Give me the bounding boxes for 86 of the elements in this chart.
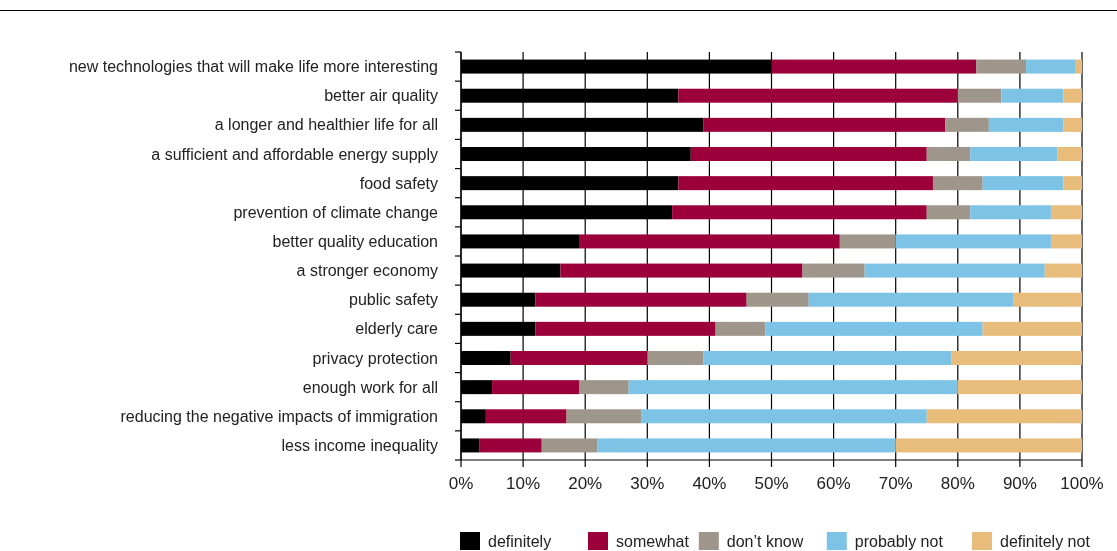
y-tick-label: new technologies that will make life more interesting (68, 58, 438, 76)
bar (1050, 234, 1082, 249)
bar (672, 205, 927, 220)
bar (926, 205, 971, 220)
bar (802, 263, 865, 278)
bar (678, 176, 933, 191)
bar (647, 351, 704, 365)
bar (535, 321, 716, 336)
y-tick-label: food safety (359, 174, 438, 192)
bar (982, 176, 1064, 191)
y-tick-label: public safety (349, 291, 438, 309)
x-tick-label: 60% (816, 474, 851, 493)
bar (492, 380, 579, 395)
bar (957, 88, 1002, 103)
bar (597, 438, 896, 453)
x-tick-label: 80% (940, 474, 975, 493)
bar (951, 351, 1082, 365)
y-tick-label: a longer and healthier life for all (214, 116, 438, 134)
x-tick-label: 90% (1002, 474, 1037, 493)
y-tick-label: enough work for all (302, 378, 438, 396)
bar (945, 117, 989, 132)
bar (566, 409, 642, 424)
bar (771, 59, 977, 74)
bar (541, 438, 598, 453)
bar (560, 263, 803, 278)
bar (839, 234, 896, 249)
bar (864, 263, 1045, 278)
bar (1075, 59, 1082, 74)
x-tick-label: 0% (448, 474, 474, 493)
y-tick-label: a stronger economy (296, 262, 438, 280)
bar (578, 380, 629, 395)
x-tick-label: 10% (506, 474, 541, 493)
bar (510, 351, 648, 365)
x-tick-label: 40% (692, 474, 727, 493)
x-tick-label: 100% (1060, 474, 1104, 493)
y-tick-label: reducing the negative impacts of immigration (120, 407, 438, 425)
bar (970, 205, 1051, 220)
y-tick-label: a sufficient and affordable energy supply (151, 145, 438, 163)
bar (932, 176, 983, 191)
y-tick-label: elderly care (355, 320, 439, 338)
bar (578, 234, 840, 249)
bar (1063, 88, 1082, 103)
bar (982, 321, 1082, 336)
legend-label: somewhat (616, 532, 690, 550)
x-tick-label: 20% (568, 474, 603, 493)
bar (628, 380, 958, 395)
x-tick-label: 30% (630, 474, 665, 493)
bar (746, 292, 809, 307)
legend-label: probably not (854, 532, 944, 550)
y-tick-label: better air quality (324, 87, 438, 105)
bar (808, 292, 1014, 307)
bar (703, 117, 946, 132)
bar (895, 438, 1082, 453)
bar (926, 147, 971, 161)
bar (1057, 147, 1082, 161)
bar (1063, 117, 1082, 132)
bar (1013, 292, 1082, 307)
y-tick-label: better quality education (272, 232, 438, 250)
bar (1001, 88, 1064, 103)
bar (1044, 263, 1082, 278)
x-tick-label: 70% (878, 474, 913, 493)
bar (678, 88, 958, 103)
bar (690, 147, 927, 161)
bar (1050, 205, 1082, 220)
bar (1063, 176, 1082, 191)
bar (765, 321, 983, 336)
bar (641, 409, 927, 424)
bar (976, 59, 1027, 74)
bar (715, 321, 766, 336)
bar (479, 438, 542, 453)
bar (957, 380, 1082, 395)
x-tick-label: 50% (754, 474, 789, 493)
bar (926, 409, 1082, 424)
y-tick-label: less income inequality (281, 436, 438, 454)
bar (1026, 59, 1076, 74)
y-tick-label: prevention of climate change (233, 203, 439, 221)
legend-label: don’t know (726, 532, 804, 550)
bar (535, 292, 747, 307)
bar (988, 117, 1064, 132)
bar (703, 351, 952, 365)
y-tick-label: privacy protection (312, 349, 438, 367)
bar (970, 147, 1058, 161)
bar (485, 409, 567, 424)
legend-label: definitely not (1000, 532, 1091, 550)
bar (895, 234, 1051, 249)
legend-label: definitely (488, 532, 552, 550)
